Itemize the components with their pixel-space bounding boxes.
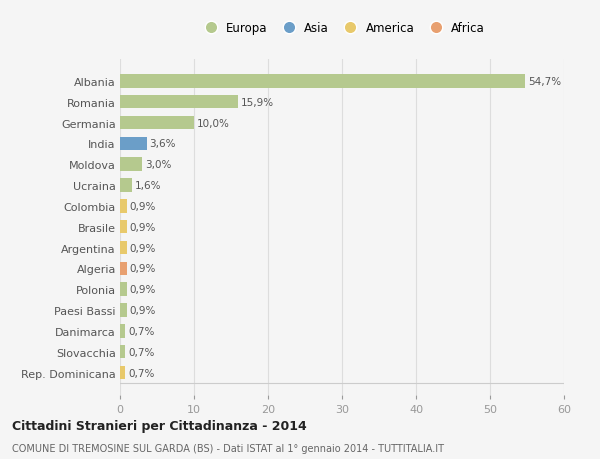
Bar — [120, 345, 125, 359]
Text: 15,9%: 15,9% — [241, 97, 274, 107]
Bar — [120, 283, 127, 297]
Bar — [120, 179, 132, 192]
Legend: Europa, Asia, America, Africa: Europa, Asia, America, Africa — [199, 22, 485, 35]
Text: 0,9%: 0,9% — [130, 305, 156, 315]
Bar — [120, 75, 525, 89]
Text: 3,6%: 3,6% — [149, 139, 176, 149]
Text: Cittadini Stranieri per Cittadinanza - 2014: Cittadini Stranieri per Cittadinanza - 2… — [12, 419, 307, 432]
Bar — [120, 95, 238, 109]
Bar — [120, 158, 142, 172]
Text: 0,7%: 0,7% — [128, 326, 155, 336]
Text: 54,7%: 54,7% — [528, 77, 561, 87]
Text: 0,9%: 0,9% — [130, 243, 156, 253]
Bar — [120, 262, 127, 275]
Bar — [120, 366, 125, 380]
Text: 1,6%: 1,6% — [135, 181, 161, 190]
Text: 0,7%: 0,7% — [128, 368, 155, 378]
Text: 3,0%: 3,0% — [145, 160, 172, 170]
Bar — [120, 303, 127, 317]
Text: 0,9%: 0,9% — [130, 264, 156, 274]
Bar — [120, 220, 127, 234]
Text: 0,7%: 0,7% — [128, 347, 155, 357]
Bar — [120, 117, 194, 130]
Bar — [120, 200, 127, 213]
Text: 0,9%: 0,9% — [130, 202, 156, 212]
Text: COMUNE DI TREMOSINE SUL GARDA (BS) - Dati ISTAT al 1° gennaio 2014 - TUTTITALIA.: COMUNE DI TREMOSINE SUL GARDA (BS) - Dat… — [12, 443, 444, 453]
Text: 0,9%: 0,9% — [130, 222, 156, 232]
Bar — [120, 137, 146, 151]
Text: 0,9%: 0,9% — [130, 285, 156, 295]
Bar — [120, 241, 127, 255]
Bar — [120, 325, 125, 338]
Text: 10,0%: 10,0% — [197, 118, 230, 128]
